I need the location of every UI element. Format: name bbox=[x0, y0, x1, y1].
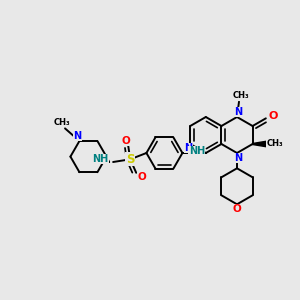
Text: N: N bbox=[234, 107, 242, 117]
Text: N: N bbox=[74, 131, 82, 141]
Text: O: O bbox=[232, 204, 242, 214]
Text: CH₃: CH₃ bbox=[54, 118, 70, 127]
Text: N: N bbox=[234, 153, 242, 163]
Text: S: S bbox=[126, 153, 134, 166]
Text: NH: NH bbox=[189, 146, 205, 156]
Text: CH₃: CH₃ bbox=[233, 91, 249, 100]
Text: N: N bbox=[184, 143, 192, 153]
Polygon shape bbox=[253, 141, 268, 147]
Text: O: O bbox=[122, 136, 130, 146]
Text: O: O bbox=[268, 111, 278, 121]
Text: O: O bbox=[138, 172, 147, 182]
Text: CH₃: CH₃ bbox=[267, 140, 283, 148]
Text: NH: NH bbox=[92, 154, 108, 164]
